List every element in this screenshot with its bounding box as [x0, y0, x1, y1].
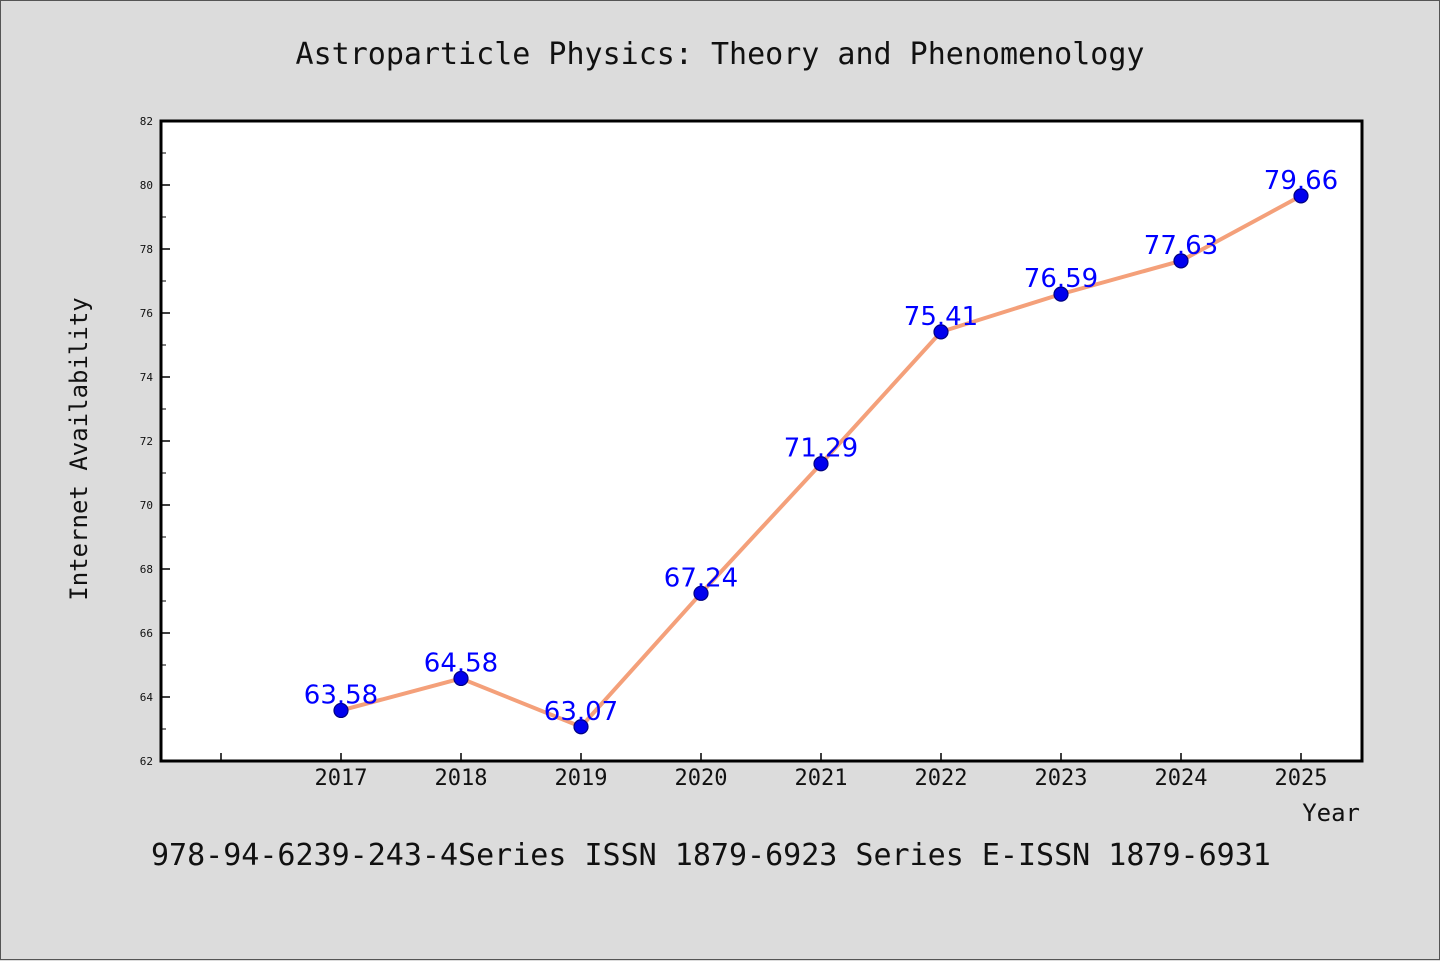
y-tick-label: 76 — [140, 307, 153, 320]
data-point — [333, 702, 349, 719]
x-tick-label: 2025 — [1275, 766, 1328, 791]
y-tick-label: 80 — [140, 179, 153, 192]
data-point — [693, 585, 709, 601]
data-point — [813, 456, 829, 472]
data-label: 63.58 — [304, 680, 378, 710]
y-axis: 62 64 66 68 70 72 74 76 78 80 82 — [140, 115, 170, 768]
data-point — [933, 324, 949, 340]
plot-area — [159, 119, 1364, 763]
data-label: 77.63 — [1144, 231, 1218, 261]
data-point — [1173, 253, 1189, 269]
y-tick-label: 70 — [140, 499, 153, 512]
footer-isbn: 978-94-6239-243-4Series ISSN 1879-6923 S… — [151, 838, 1271, 873]
chart-title: Astroparticle Physics: Theory and Phenom… — [296, 37, 1145, 72]
data-label: 63.07 — [544, 697, 618, 727]
y-tick-label: 66 — [140, 627, 153, 640]
x-tick-label: 2020 — [675, 766, 728, 791]
x-tick-label: 2022 — [915, 766, 968, 791]
data-label: 75.41 — [904, 302, 978, 332]
data-labels: 63.58 64.58 63.07 67.24 71.29 75.41 76.59 77.63… — [304, 166, 1338, 727]
data-point — [573, 719, 589, 735]
data-label: 76.59 — [1024, 264, 1098, 294]
data-label: 71.29 — [784, 434, 858, 464]
x-tick-label: 2019 — [555, 766, 608, 791]
y-tick-label: 62 — [140, 755, 153, 768]
y-tick-label: 78 — [140, 243, 153, 256]
x-tick-label: 2024 — [1155, 766, 1208, 791]
data-label: 79.66 — [1264, 166, 1338, 196]
data-label: 67.24 — [664, 563, 738, 593]
data-point — [1053, 286, 1069, 302]
data-point — [453, 670, 469, 687]
x-axis-label: Year — [1302, 799, 1360, 827]
y-tick-label: 72 — [140, 435, 153, 448]
data-point — [1293, 188, 1309, 204]
data-label: 64.58 — [424, 648, 498, 678]
y-tick-label: 64 — [140, 691, 154, 704]
y-axis-label: Internet Availability — [65, 297, 93, 600]
y-tick-label: 82 — [140, 115, 153, 128]
x-tick-label: 2023 — [1035, 766, 1088, 791]
x-axis: 2017 2018 2019 2020 2021 2022 2023 2024 2025 — [220, 753, 1328, 791]
y-tick-label: 68 — [140, 563, 153, 576]
y-tick-label: 74 — [140, 371, 154, 384]
x-tick-label: 2018 — [435, 766, 488, 791]
x-tick-label: 2017 — [315, 766, 368, 791]
x-tick-label: 2021 — [795, 766, 848, 791]
series-markers — [333, 188, 1309, 735]
